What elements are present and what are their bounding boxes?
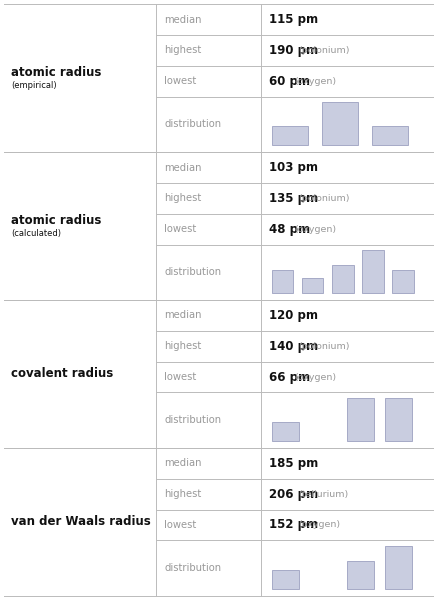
Text: distribution: distribution — [164, 267, 222, 277]
Text: atomic radius: atomic radius — [11, 65, 101, 79]
Text: (oxygen): (oxygen) — [295, 373, 336, 382]
Text: lowest: lowest — [164, 76, 197, 86]
Text: 190 pm: 190 pm — [269, 44, 318, 57]
Text: 60 pm: 60 pm — [269, 75, 310, 88]
Text: van der Waals radius: van der Waals radius — [11, 515, 151, 529]
Bar — [347, 398, 374, 441]
Text: (empirical): (empirical) — [11, 82, 56, 91]
Bar — [392, 269, 414, 293]
Bar — [322, 102, 358, 145]
Text: 152 pm: 152 pm — [269, 518, 318, 532]
Text: median: median — [164, 458, 202, 469]
Text: median: median — [164, 163, 202, 173]
Bar — [272, 569, 299, 589]
Text: 120 pm: 120 pm — [269, 309, 318, 322]
Text: distribution: distribution — [164, 415, 222, 425]
Text: distribution: distribution — [164, 563, 222, 573]
Bar — [332, 265, 354, 293]
Text: highest: highest — [164, 46, 201, 55]
Bar — [347, 561, 374, 589]
Text: (oxygen): (oxygen) — [298, 520, 340, 529]
Text: lowest: lowest — [164, 372, 197, 382]
Text: atomic radius: atomic radius — [11, 214, 101, 227]
Text: (calculated): (calculated) — [11, 229, 61, 238]
Text: (oxygen): (oxygen) — [295, 77, 336, 86]
Text: 206 pm: 206 pm — [269, 488, 318, 500]
Text: (polonium): (polonium) — [298, 46, 350, 55]
Text: median: median — [164, 310, 202, 320]
Bar — [362, 250, 384, 293]
Bar — [272, 269, 293, 293]
Text: lowest: lowest — [164, 224, 197, 234]
Text: (tellurium): (tellurium) — [298, 490, 349, 499]
Text: highest: highest — [164, 489, 201, 499]
Text: 185 pm: 185 pm — [269, 457, 319, 470]
Text: highest: highest — [164, 193, 201, 203]
Text: 140 pm: 140 pm — [269, 340, 318, 353]
Bar — [272, 126, 308, 145]
Text: 135 pm: 135 pm — [269, 192, 318, 205]
Text: distribution: distribution — [164, 119, 222, 130]
Text: highest: highest — [164, 341, 201, 351]
Bar — [385, 546, 412, 589]
Text: lowest: lowest — [164, 520, 197, 530]
Bar — [302, 278, 323, 293]
Text: 66 pm: 66 pm — [269, 371, 310, 383]
Bar — [272, 422, 299, 441]
Text: (polonium): (polonium) — [298, 194, 350, 203]
Text: 48 pm: 48 pm — [269, 223, 310, 236]
Text: 115 pm: 115 pm — [269, 13, 318, 26]
Text: (polonium): (polonium) — [298, 342, 350, 351]
Text: covalent radius: covalent radius — [11, 367, 113, 380]
Bar — [385, 398, 412, 441]
Text: median: median — [164, 14, 202, 25]
Bar — [372, 126, 408, 145]
Text: 103 pm: 103 pm — [269, 161, 318, 174]
Text: (oxygen): (oxygen) — [295, 224, 336, 233]
